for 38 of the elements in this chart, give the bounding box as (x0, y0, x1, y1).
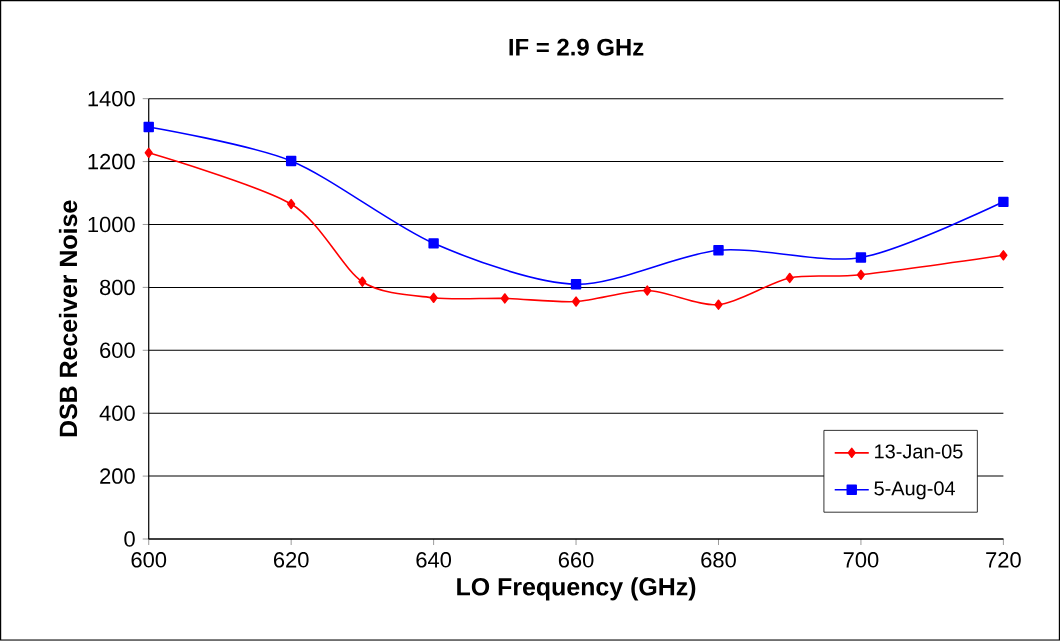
y-tick-label: 0 (124, 531, 135, 547)
y-tick-label: 1200 (88, 153, 135, 170)
legend-label: 13-Jan-05 (875, 444, 963, 459)
point (998, 196, 1009, 208)
point (856, 269, 866, 281)
point (144, 147, 153, 159)
point (714, 299, 723, 311)
x-axis-title: LO Frequency (GHz) (457, 577, 696, 601)
point (287, 198, 296, 210)
y-tick-label: 200 (100, 468, 135, 485)
point (643, 285, 652, 296)
point (429, 292, 438, 304)
y-tick-label: 400 (99, 405, 135, 422)
x-tick-label: 700 (843, 552, 879, 568)
x-tick-label: 620 (273, 552, 309, 568)
x-tick-label: 680 (701, 552, 736, 568)
point (428, 238, 439, 249)
y-tick-label: 800 (100, 279, 135, 296)
point (785, 272, 794, 284)
y-tick-label: 600 (100, 342, 135, 359)
point (855, 252, 867, 263)
point (358, 276, 367, 288)
y-axis-title: DSB Receiver Noise (58, 200, 78, 437)
chart-title: IF = 2.9 GHz (509, 38, 644, 56)
point (143, 121, 154, 133)
point (285, 155, 297, 167)
x-tick-label: 640 (416, 552, 452, 568)
y-tick-label: 1000 (88, 216, 135, 233)
point (713, 245, 724, 256)
point (999, 250, 1008, 261)
point (571, 296, 581, 307)
point (500, 293, 509, 304)
x-tick-label: 660 (558, 552, 594, 568)
x-tick-label: 720 (986, 552, 1021, 568)
legend-label: 5-Aug-04 (874, 481, 955, 500)
x-tick-label: 600 (131, 552, 167, 568)
y-tick-label: 1400 (88, 91, 135, 107)
point (570, 279, 582, 290)
